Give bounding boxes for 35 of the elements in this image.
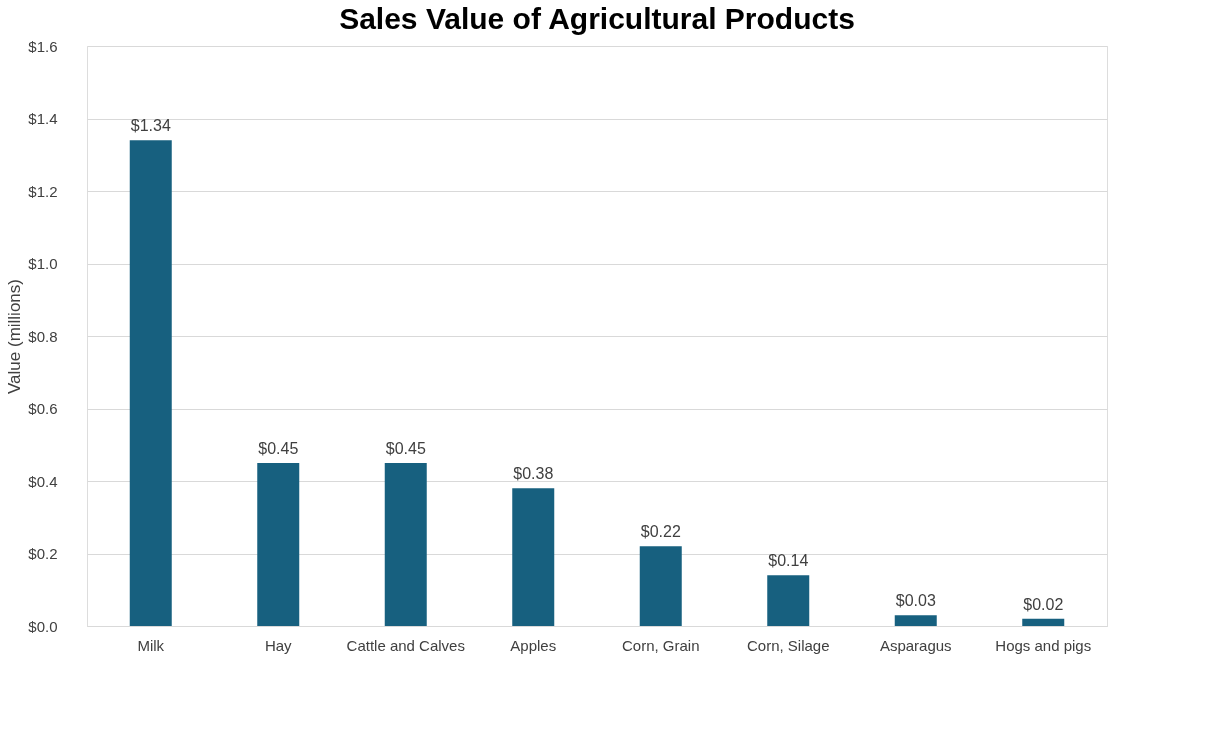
bar bbox=[639, 546, 682, 626]
x-tick-label: Milk bbox=[137, 636, 165, 654]
data-label: $1.34 bbox=[130, 117, 171, 135]
x-tick-label: Hogs and pigs bbox=[995, 636, 1092, 654]
data-label: $0.03 bbox=[895, 592, 936, 610]
y-axis-title: Value (millions) bbox=[5, 279, 25, 394]
x-tick-label: Corn, Grain bbox=[621, 636, 700, 654]
data-label: $0.14 bbox=[768, 552, 809, 570]
bar bbox=[894, 615, 937, 626]
x-tick-label: Asparagus bbox=[879, 636, 952, 654]
bar bbox=[257, 462, 300, 626]
chart-title: Sales Value of Agricultural Products bbox=[339, 2, 855, 35]
y-tick-label: $1.0 bbox=[28, 255, 58, 272]
y-tick-label: $1.2 bbox=[28, 182, 58, 200]
x-tick-label: Corn, Silage bbox=[746, 636, 830, 654]
bar bbox=[512, 488, 555, 626]
y-tick-label: $0.4 bbox=[28, 472, 58, 490]
data-label: $0.02 bbox=[1023, 595, 1064, 613]
bar bbox=[1022, 618, 1065, 626]
y-tick-label: $1.6 bbox=[28, 37, 58, 55]
y-tick-label: $0.0 bbox=[28, 617, 58, 635]
bar bbox=[129, 140, 172, 626]
data-label: $0.38 bbox=[513, 465, 554, 483]
bar bbox=[384, 462, 427, 626]
bar bbox=[767, 575, 810, 626]
x-tick-label: Cattle and Calves bbox=[346, 636, 465, 654]
data-label: $0.45 bbox=[258, 439, 299, 457]
y-tick-label: $0.2 bbox=[28, 545, 58, 562]
y-tick-label: $1.4 bbox=[28, 110, 58, 127]
data-label: $0.22 bbox=[640, 523, 681, 541]
data-label: $0.45 bbox=[385, 439, 426, 457]
x-tick-label: Apples bbox=[510, 636, 557, 654]
y-tick-label: $0.8 bbox=[28, 327, 58, 345]
y-tick-label: $0.6 bbox=[28, 400, 58, 417]
x-tick-label: Hay bbox=[264, 636, 293, 654]
